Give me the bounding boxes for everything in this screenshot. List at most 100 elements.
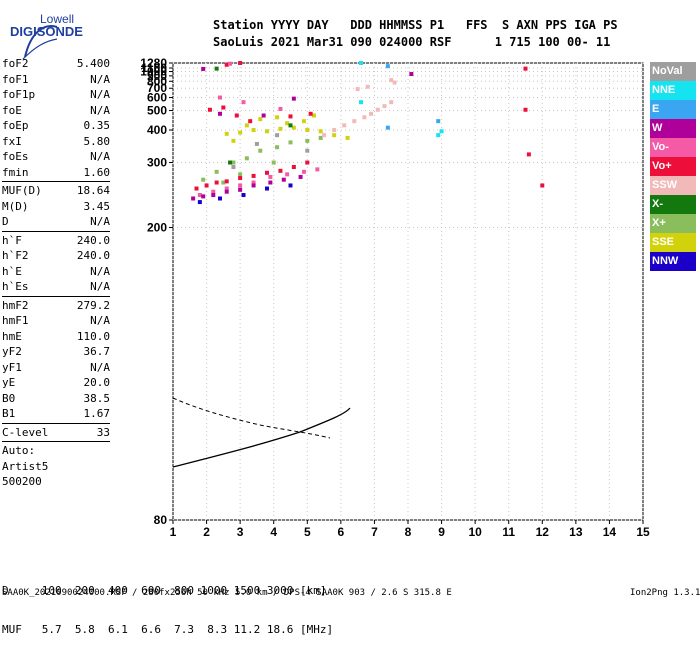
echo-point-ssw: [389, 100, 394, 105]
echo-point-x: [318, 135, 323, 140]
x-tick-label: 10: [468, 525, 482, 539]
param-row: B1 1.67: [2, 406, 110, 422]
param-row: fxI 5.80: [2, 134, 110, 150]
param-value: N/A: [90, 360, 110, 374]
echo-point-ssw: [392, 80, 397, 85]
param-row: hmF2 279.2: [2, 298, 110, 314]
legend-item: SSE: [650, 233, 696, 252]
param-value: 240.0: [76, 233, 110, 247]
echo-point-x: [275, 145, 280, 150]
y-tick-label: 500: [147, 104, 167, 118]
echo-point-vo: [278, 168, 283, 173]
param-label: fmin: [2, 165, 29, 179]
param-row: foF1 N/A: [2, 72, 110, 88]
echo-point-vo: [540, 183, 545, 188]
param-row: Auto:: [2, 443, 110, 459]
echo-point-x: [238, 172, 243, 177]
param-label: foEp: [2, 119, 29, 132]
y-tick-label: 1280: [140, 56, 167, 70]
echo-point-sse: [275, 115, 280, 120]
param-row: foEp 0.35: [2, 118, 110, 134]
y-tick-label: 400: [147, 123, 167, 137]
x-tick-label: 5: [304, 525, 311, 539]
param-label: MUF(D): [2, 184, 42, 197]
param-label: h`Es: [2, 280, 29, 293]
echo-point-x: [201, 177, 206, 182]
param-row: foF2 5.400: [2, 56, 110, 72]
param-value: 5.400: [76, 57, 110, 70]
param-row: h`F2 240.0: [2, 248, 110, 264]
echo-points: [191, 61, 545, 205]
param-row: h`Es N/A: [2, 279, 110, 295]
param-label: yF1: [2, 360, 22, 374]
echo-point-x: [231, 160, 236, 165]
echo-point-vo: [305, 160, 310, 165]
echo-point-sse: [238, 130, 243, 135]
header-labels: Station YYYY DAY DDD HHMMSS P1 FFS S AXN…: [213, 18, 618, 32]
echo-point-w: [201, 194, 206, 199]
param-value: 0.35: [83, 119, 111, 132]
echo-point-vo: [228, 61, 233, 66]
param-label: h`E: [2, 264, 22, 278]
echo-point-vo: [238, 61, 243, 65]
header-values: SaoLuis 2021 Mar31 090 024000 RSF 1 715 …: [213, 35, 611, 49]
param-divider: [2, 181, 110, 182]
param-label: B1: [2, 407, 16, 420]
param-value: 38.5: [83, 391, 111, 405]
version-label: Ion2Png 1.3.17: [630, 588, 700, 598]
x-tick-label: 8: [405, 525, 412, 539]
virtual-height-trace: [172, 407, 351, 468]
echo-point-x: [288, 123, 293, 128]
echo-point-ssw: [352, 119, 357, 124]
axes: 1 2 3 4 5 6 7 8 9 10 11 12 13 14 158020030040050060070…: [140, 56, 650, 539]
echo-point-vo: [523, 107, 528, 112]
param-label: C-level: [2, 425, 49, 439]
echo-point-w: [251, 183, 256, 188]
param-label: foF1: [2, 72, 29, 86]
parameter-panel: foF2 5.400 foF1 N/A foF1p N/A foE N/A foEp 0.35 fx…: [2, 56, 110, 490]
logo-lowell: Lowell: [40, 12, 75, 26]
echo-point-nnw: [265, 186, 269, 191]
echo-point-w: [409, 72, 414, 77]
y-tick-label: 800: [147, 74, 167, 88]
param-value: N/A: [90, 72, 110, 86]
param-divider: [2, 441, 110, 442]
echo-point-ssw: [342, 123, 347, 128]
x-tick-label: 12: [536, 525, 550, 539]
echo-point-x: [305, 138, 310, 143]
y-tick-label: 300: [147, 156, 167, 170]
param-label: hmF1: [2, 314, 29, 327]
echo-point-sse: [244, 123, 249, 128]
param-label: hmE: [2, 329, 22, 343]
x-tick-label: 2: [203, 525, 210, 539]
param-value: 33: [96, 425, 110, 439]
echo-point-vo: [224, 179, 229, 184]
param-label: M(D): [2, 199, 29, 213]
echo-point-vo: [301, 169, 306, 174]
param-value: 1.67: [83, 407, 111, 420]
echo-point-e: [436, 119, 441, 124]
echo-point-ssw: [355, 87, 360, 92]
echo-point-vo: [194, 186, 199, 191]
param-value: 18.64: [76, 184, 110, 197]
echo-point-sse: [224, 131, 229, 136]
echo-point-vo: [238, 183, 243, 188]
echo-point-sse: [345, 135, 350, 140]
echo-point-vo: [234, 113, 239, 118]
echo-point-ssw: [389, 78, 394, 83]
echo-point-vo: [211, 189, 216, 194]
echo-point-ssw: [322, 133, 327, 138]
echo-point-e: [385, 64, 390, 69]
param-value: 240.0: [76, 249, 110, 262]
legend-item: Vo+: [650, 157, 696, 176]
x-tick-label: 11: [502, 525, 515, 539]
echo-point-x: [214, 169, 219, 174]
param-value: N/A: [90, 150, 110, 163]
echo-point-vo: [251, 180, 256, 185]
ionogram-plot: 1 2 3 4 5 6 7 8 9 10 11 12 13 14 158020030040050060070…: [140, 56, 650, 539]
distance-row: D 100 200 400 600 800 1000 1500 3000 [km…: [2, 584, 327, 597]
echo-point-ssw: [382, 104, 387, 109]
echo-point-sse: [251, 128, 256, 133]
echo-point-noval: [305, 148, 310, 153]
echo-point-w: [224, 189, 229, 194]
